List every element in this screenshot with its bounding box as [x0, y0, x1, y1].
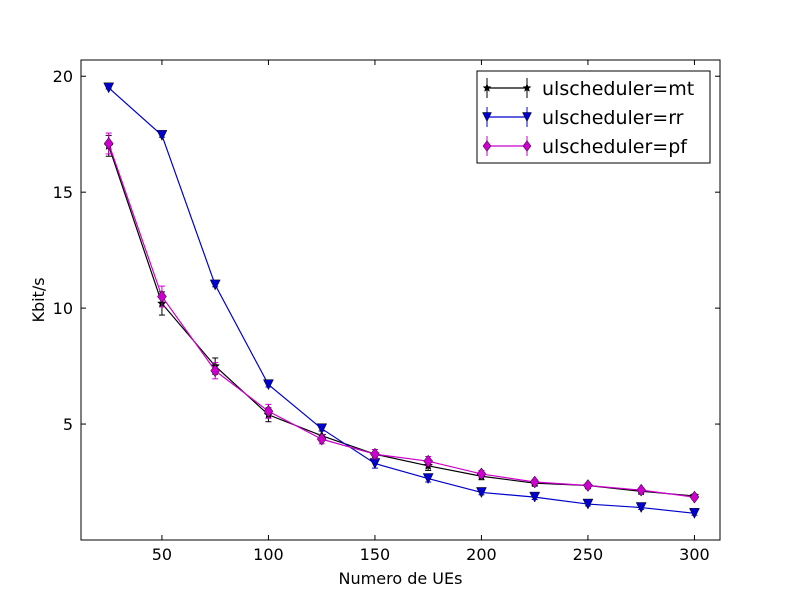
data-point: [636, 483, 647, 497]
legend: ulscheduler=mt ulscheduler=rr ulscheduler=…: [476, 70, 711, 164]
legend-label: ulscheduler=mt: [542, 78, 694, 100]
series-line: [108, 145, 695, 497]
x-axis-label: Numero de UEs: [339, 569, 463, 588]
data-point: [689, 508, 700, 519]
legend-marker: [522, 112, 532, 123]
data-point: [103, 82, 115, 94]
data-point: [635, 502, 647, 514]
data-point: [583, 479, 593, 492]
data-point: [476, 487, 487, 499]
legend-marker: [482, 112, 492, 123]
y-tick-label: 20: [53, 67, 73, 86]
y-tick-label: 15: [53, 183, 73, 202]
x-tick-label: 300: [679, 545, 710, 564]
legend-marker: [482, 140, 492, 152]
data-point: [316, 423, 328, 435]
data-point: [210, 364, 221, 378]
x-tick-label: 200: [466, 545, 497, 564]
legend-marker: [522, 140, 532, 152]
series-ulscheduler=mt: [103, 134, 700, 501]
data-point: [370, 447, 380, 461]
data-point: [316, 432, 327, 446]
data-point: [263, 379, 274, 391]
data-point: [422, 473, 434, 485]
x-tick-label: 150: [360, 545, 391, 564]
legend-label: ulscheduler=rr: [542, 107, 684, 129]
plot-frame: [80, 59, 721, 541]
data-point: [156, 130, 168, 141]
data-point: [263, 404, 274, 418]
data-point: [476, 467, 487, 481]
series-line: [108, 87, 695, 514]
data-point: [529, 475, 540, 489]
y-tick-label: 5: [63, 415, 73, 434]
series-ulscheduler=rr: [103, 82, 700, 519]
data-point: [209, 279, 221, 291]
data-point: [689, 490, 700, 504]
data-point: [103, 137, 114, 150]
x-tick-label: 250: [573, 545, 604, 564]
plot-area: [103, 82, 700, 519]
legend-marker: [482, 83, 492, 92]
data-point: [157, 290, 167, 303]
data-point: [529, 491, 541, 503]
x-tick-label: 50: [152, 545, 172, 564]
legend-label: ulscheduler=pf: [542, 136, 688, 158]
y-tick-label: 10: [53, 299, 73, 318]
data-point: [582, 498, 594, 510]
legend-marker: [522, 83, 532, 92]
series-ulscheduler=pf: [103, 132, 700, 504]
data-point: [423, 454, 434, 468]
x-tick-label: 100: [253, 545, 284, 564]
axis-ticks: 50 100 150 200 250 300 5 10 15 20: [53, 60, 720, 564]
series-line: [108, 143, 695, 498]
y-axis-label: Kbit/s: [29, 277, 48, 322]
